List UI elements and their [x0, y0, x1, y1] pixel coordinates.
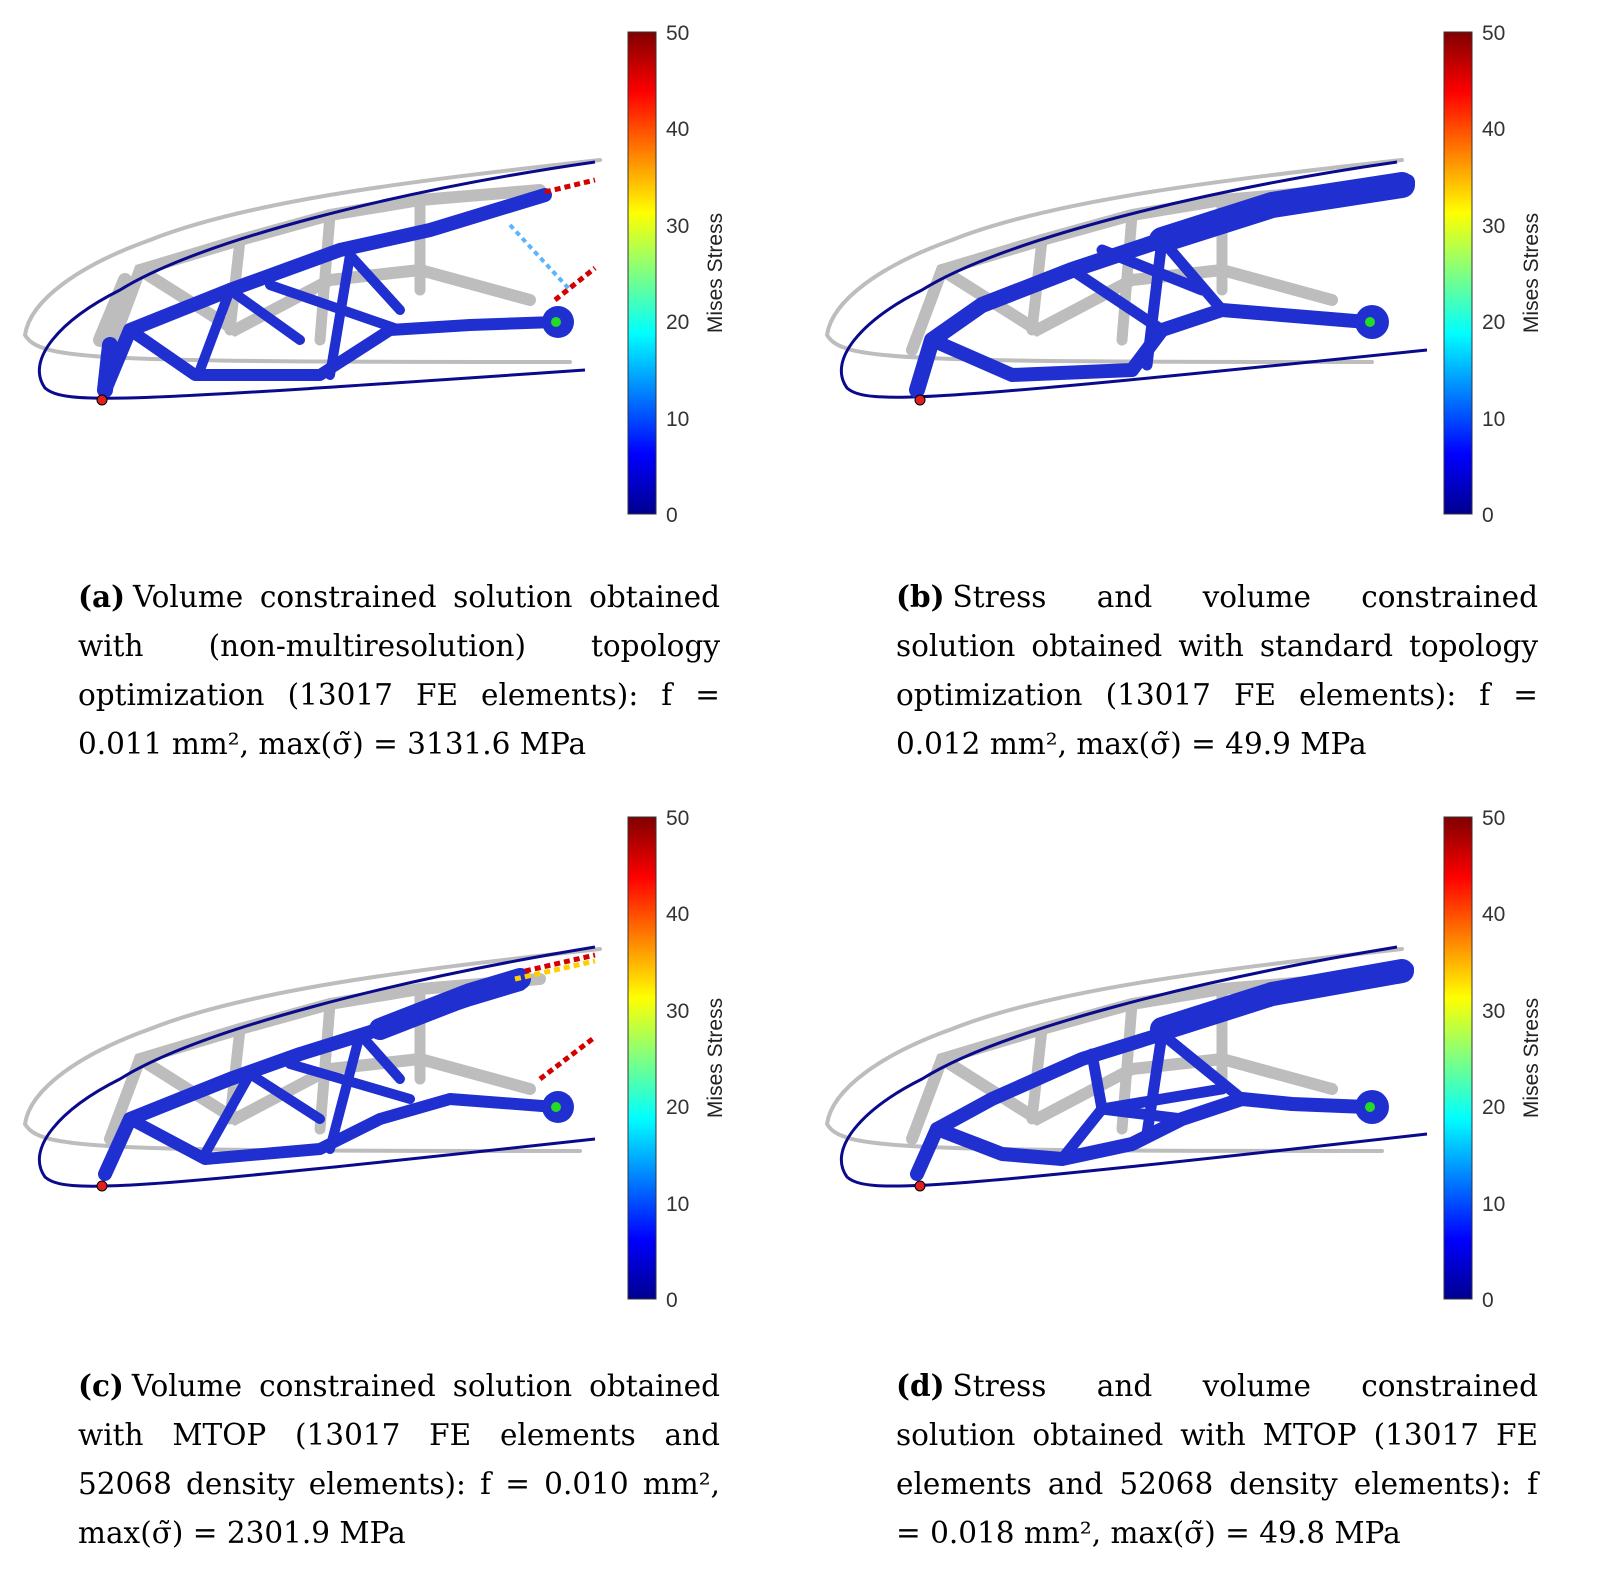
colorbar-tick-label: 0 [1482, 1289, 1494, 1312]
airfoil-outline [840, 945, 1428, 1188]
airfoil-outline [38, 945, 596, 1188]
colorbar-tick-label: 30 [1482, 215, 1505, 238]
colorbar-tick-label: 40 [1482, 118, 1505, 141]
stress-plot-c: 0 10 20 30 40 50 Mises Stress [22, 807, 727, 1312]
colorbar-ticks: 0 10 20 30 40 50 [1482, 22, 1505, 527]
colorbar-tick-label: 30 [1482, 1000, 1505, 1023]
stress-plot-d: 0 10 20 30 40 50 Mises Stress [824, 807, 1543, 1312]
colorbar-tick-label: 50 [1482, 22, 1505, 45]
colorbar-tick-label: 0 [666, 1289, 678, 1312]
colorbar-title: Mises Stress [704, 213, 727, 333]
load-point [1365, 1102, 1375, 1112]
colorbar-tick-label: 10 [1482, 408, 1505, 431]
colorbar-title: Mises Stress [704, 998, 727, 1118]
colorbar-tick-label: 50 [666, 22, 689, 45]
colorbar-tick-label: 0 [666, 504, 678, 527]
colorbar [627, 816, 657, 1300]
thin-member [508, 223, 572, 292]
colorbar-tick-label: 20 [1482, 1096, 1505, 1119]
colorbar-title: Mises Stress [1520, 998, 1543, 1118]
colorbar [1443, 31, 1473, 515]
colorbar-tick-label: 40 [666, 118, 689, 141]
colorbar-tick-label: 10 [666, 408, 689, 431]
colorbar-tick-label: 50 [666, 807, 689, 830]
optimized-structure [910, 959, 1414, 1181]
caption-tag: (a) [78, 579, 126, 614]
caption-c: (c) Volume constrained solution obtained … [78, 1361, 720, 1558]
colorbar-ticks: 0 10 20 30 40 50 [666, 807, 689, 1312]
colorbar-tick-label: 40 [1482, 903, 1505, 926]
stress-plot-a: 0 10 20 30 40 50 Mises Stress [22, 22, 727, 527]
colorbar-title: Mises Stress [1520, 213, 1543, 333]
colorbar-ticks: 0 10 20 30 40 50 [666, 22, 689, 527]
support-point [914, 1180, 926, 1192]
caption-a: (a) Volume constrained solution obtained … [78, 572, 720, 769]
load-point [1365, 317, 1375, 327]
colorbar-tick-label: 30 [666, 1000, 689, 1023]
high-stress-regions [514, 952, 597, 1081]
load-point [551, 1102, 561, 1112]
caption-text: Stress and volume constrained solution o… [896, 1369, 1538, 1550]
support-point [914, 394, 926, 406]
panel-b: 0 10 20 30 40 50 Mises Stress (b) Stress … [802, 0, 1604, 789]
load-point [551, 317, 561, 327]
colorbar-tick-label: 0 [1482, 504, 1494, 527]
undeformed-structure [824, 158, 1404, 364]
panel-c: 0 10 20 30 40 50 Mises Stress (c) Volume … [0, 789, 802, 1578]
optimized-structure [97, 188, 561, 398]
caption-d: (d) Stress and volume constrained solutio… [896, 1361, 1538, 1558]
optimized-structure [909, 172, 1415, 398]
support-point [96, 394, 108, 406]
colorbar [627, 31, 657, 515]
caption-tag: (b) [896, 579, 945, 614]
colorbar-tick-label: 20 [666, 311, 689, 334]
caption-text: Stress and volume constrained solution o… [896, 580, 1538, 761]
stress-plot-b: 0 10 20 30 40 50 Mises Stress [824, 22, 1543, 527]
optimized-structure [98, 968, 561, 1181]
caption-b: (b) Stress and volume constrained solutio… [896, 572, 1538, 769]
caption-text: Volume constrained solution obtained wit… [78, 580, 720, 761]
colorbar-tick-label: 20 [1482, 311, 1505, 334]
caption-tag: (d) [896, 1368, 945, 1403]
caption-text: Volume constrained solution obtained wit… [78, 1369, 720, 1550]
colorbar [1443, 816, 1473, 1300]
colorbar-tick-label: 40 [666, 903, 689, 926]
airfoil-outline [38, 160, 596, 400]
colorbar-tick-label: 50 [1482, 807, 1505, 830]
colorbar-tick-label: 10 [666, 1193, 689, 1216]
colorbar-tick-label: 30 [666, 215, 689, 238]
airfoil-outline [840, 160, 1428, 399]
colorbar-tick-label: 20 [666, 1096, 689, 1119]
colorbar-ticks: 0 10 20 30 40 50 [1482, 807, 1505, 1312]
panel-a: 0 10 20 30 40 50 Mises Stress (a) Volume … [0, 0, 802, 789]
colorbar-tick-label: 10 [1482, 1193, 1505, 1216]
caption-tag: (c) [78, 1368, 124, 1403]
panel-d: 0 10 20 30 40 50 Mises Stress (d) Stress … [802, 789, 1604, 1578]
support-point [96, 1180, 108, 1192]
high-stress-regions [544, 177, 597, 302]
